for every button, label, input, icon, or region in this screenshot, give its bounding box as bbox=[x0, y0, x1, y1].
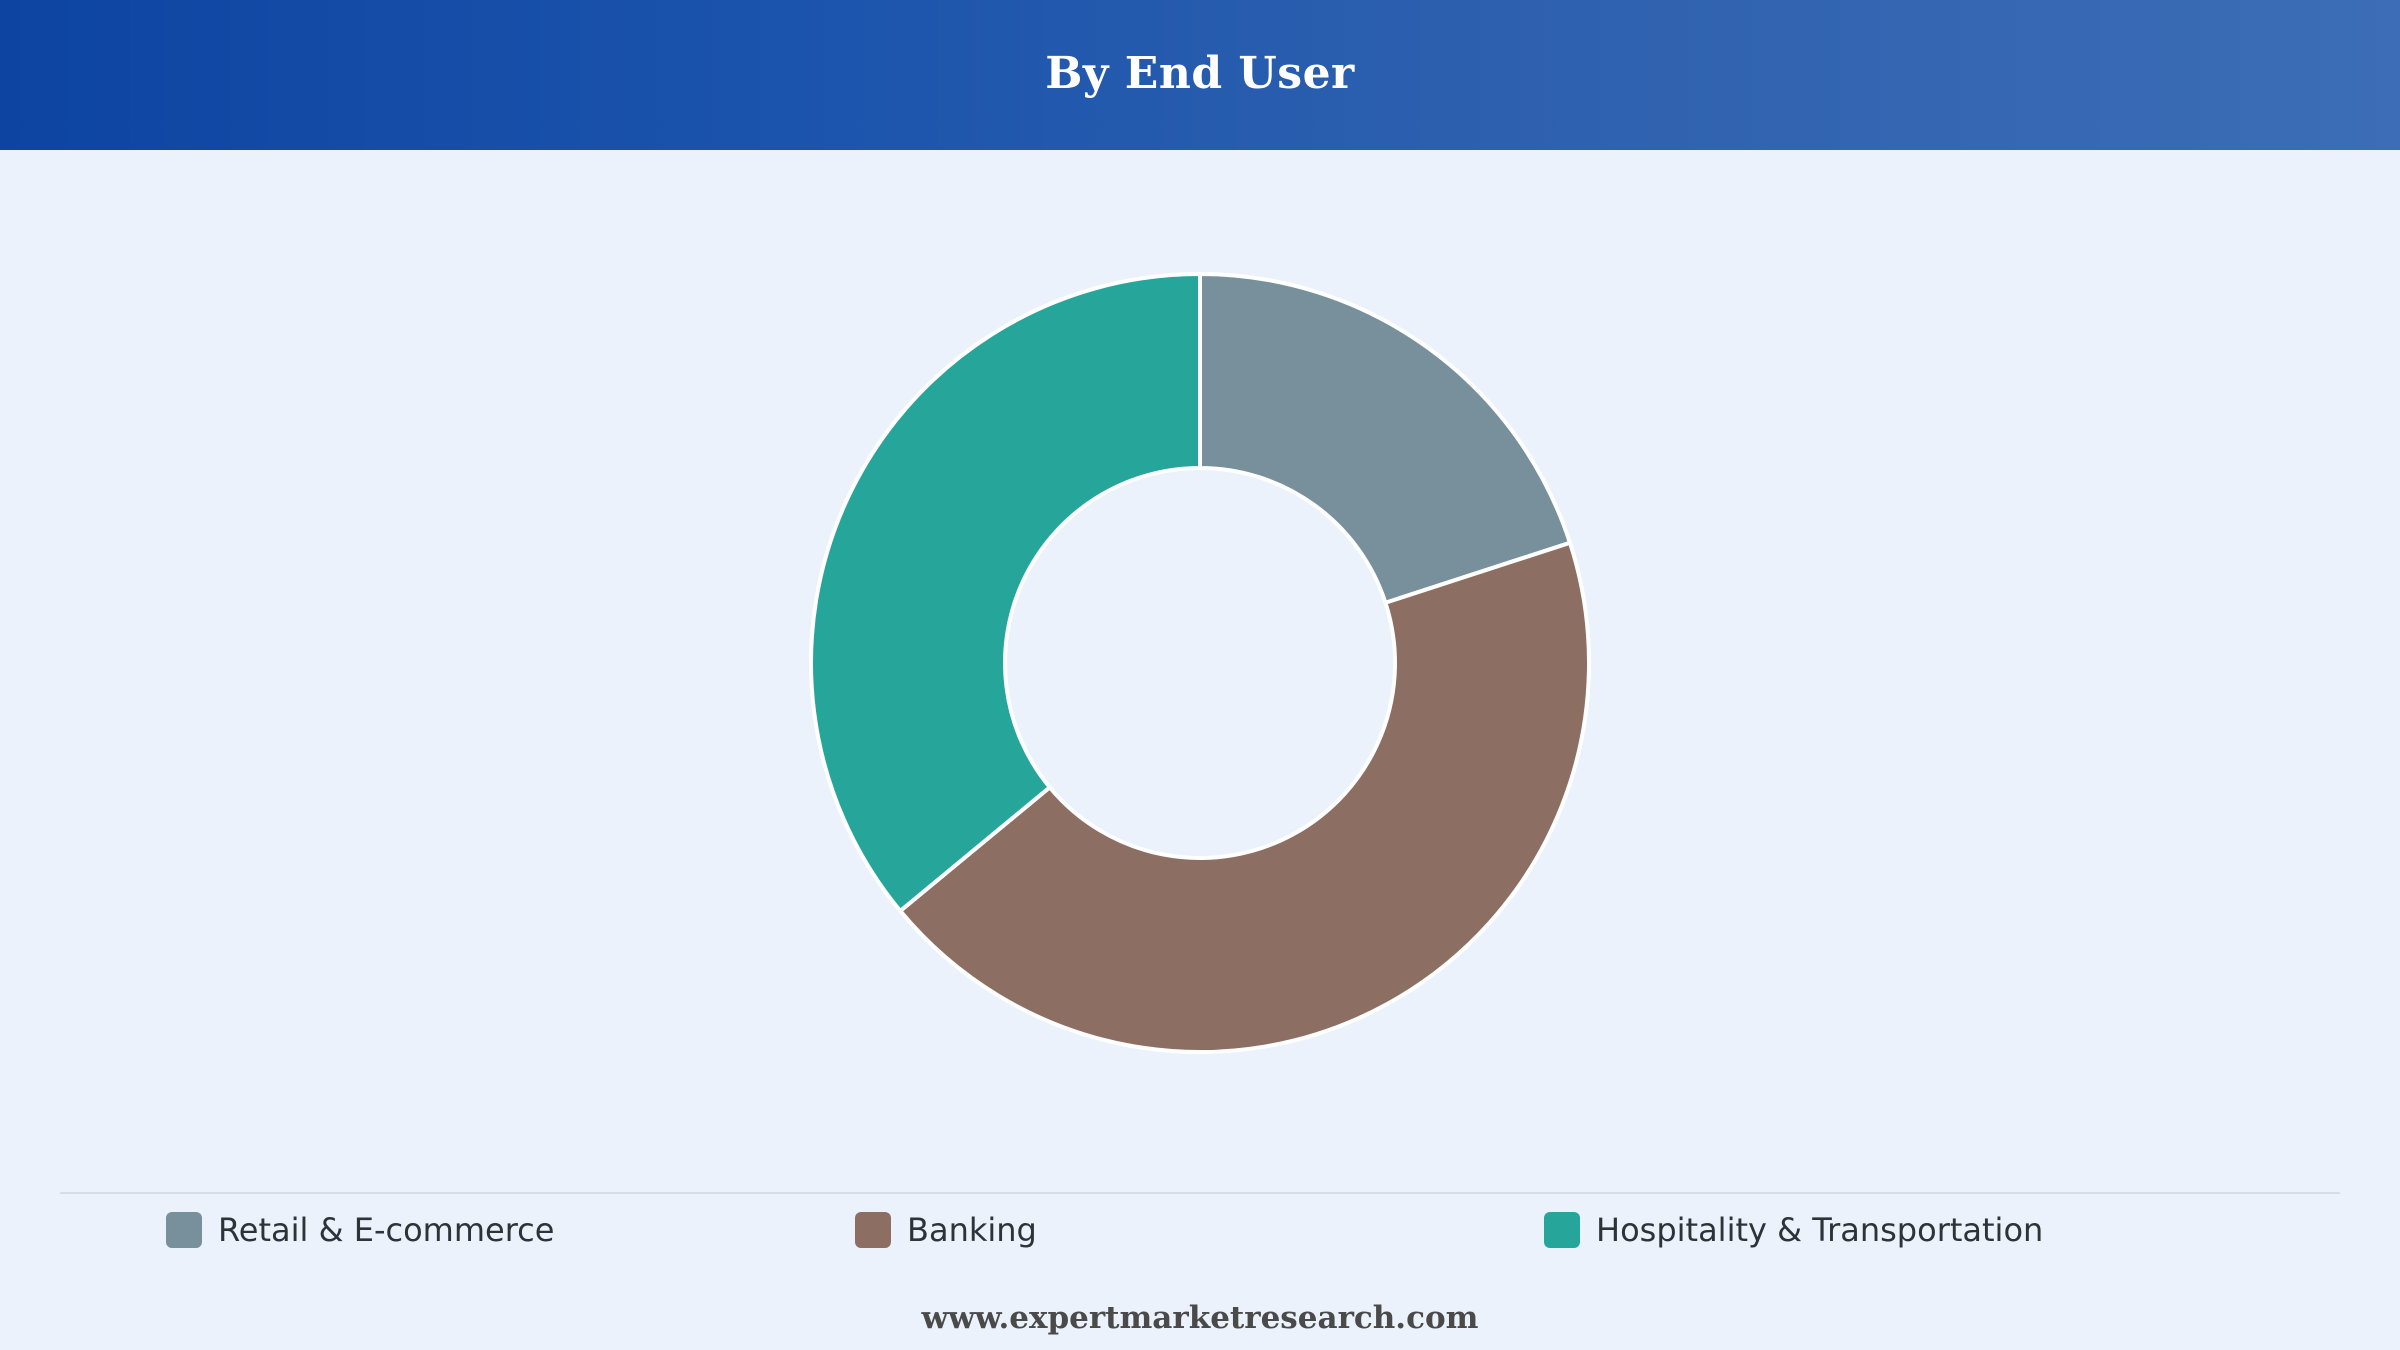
donut-chart bbox=[809, 272, 1591, 1054]
legend-swatch-banking bbox=[855, 1212, 891, 1248]
legend-divider bbox=[60, 1192, 2340, 1194]
donut-slice-banking[interactable] bbox=[898, 540, 1591, 1054]
donut-slice-hospitality[interactable] bbox=[809, 272, 1202, 913]
legend-swatch-hospitality bbox=[1544, 1212, 1580, 1248]
legend-item-hospitality[interactable]: Hospitality & Transportation bbox=[1544, 1210, 2043, 1250]
chart-title: By End User bbox=[1045, 47, 1355, 99]
legend-item-banking[interactable]: Banking bbox=[855, 1210, 1037, 1250]
legend-swatch-retail bbox=[166, 1212, 202, 1248]
chart-area bbox=[0, 150, 2400, 1190]
legend-label-retail: Retail & E-commerce bbox=[218, 1211, 555, 1249]
donut-slice-retail[interactable] bbox=[1198, 272, 1572, 605]
legend-label-banking: Banking bbox=[907, 1211, 1037, 1249]
chart-header: By End User bbox=[0, 0, 2400, 150]
legend-label-hospitality: Hospitality & Transportation bbox=[1596, 1211, 2044, 1249]
legend-item-retail[interactable]: Retail & E-commerce bbox=[166, 1210, 554, 1250]
footer-source-url: www.expertmarketresearch.com bbox=[921, 1300, 1479, 1336]
